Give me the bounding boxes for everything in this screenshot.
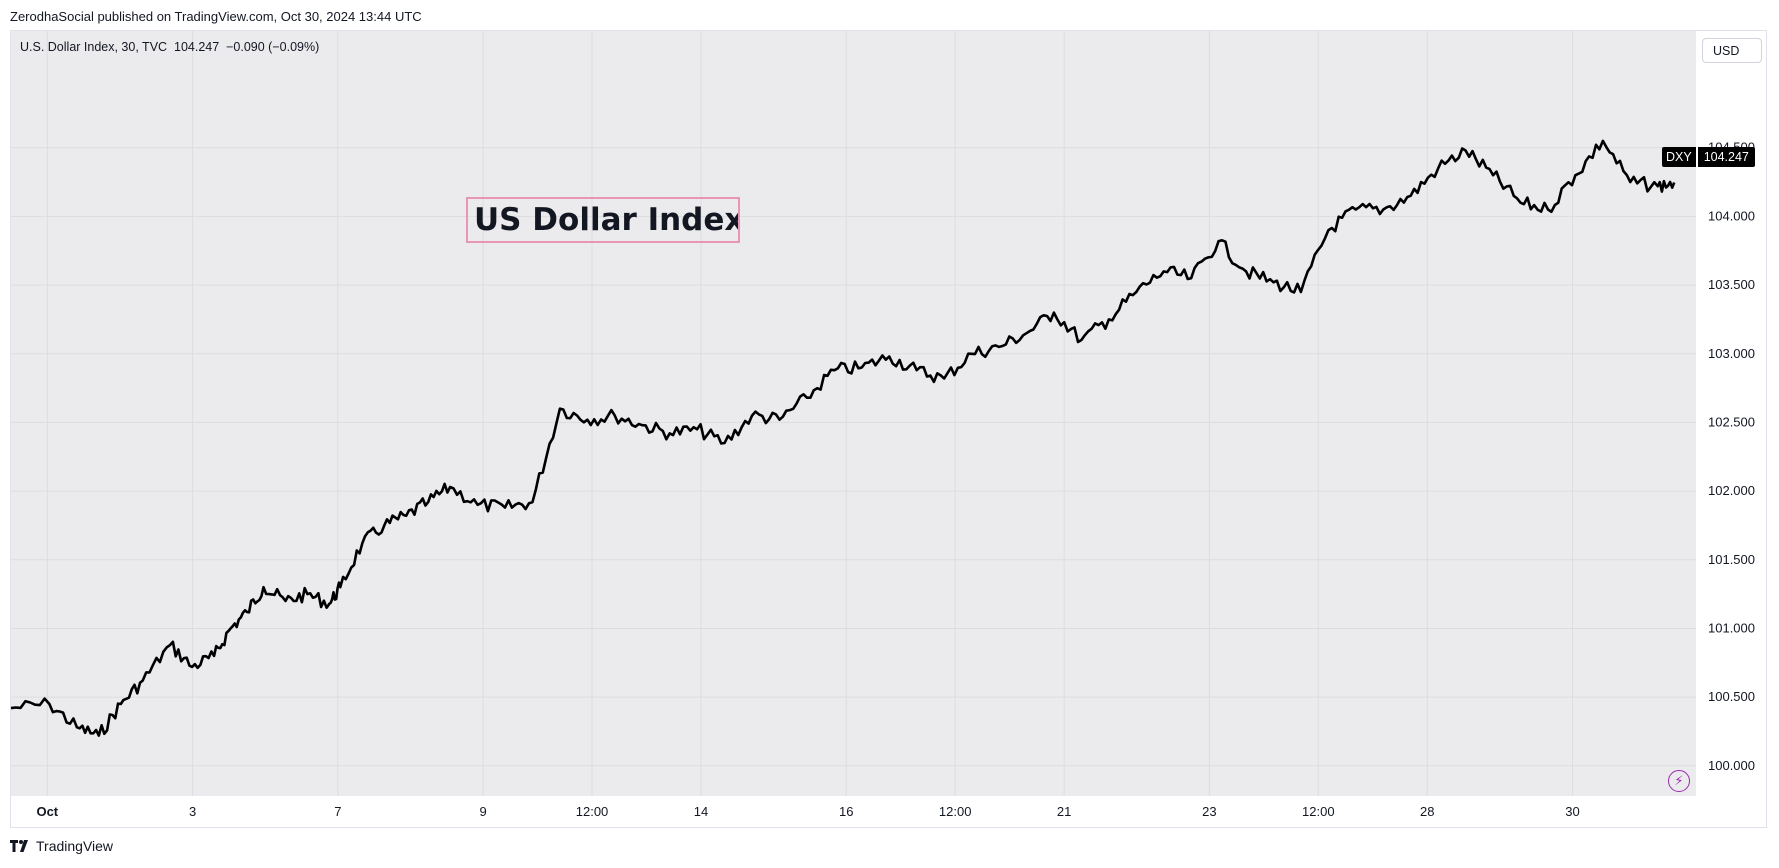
symbol-legend: U.S. Dollar Index, 30, TVC 104.247 −0.09…: [20, 40, 320, 54]
currency-button[interactable]: USD: [1702, 38, 1762, 63]
x-tick-label: 7: [334, 804, 341, 819]
x-tick-label: 21: [1057, 804, 1071, 819]
x-tick-label: 12:00: [1302, 804, 1335, 819]
x-tick-label: 23: [1202, 804, 1216, 819]
x-tick-label: Oct: [36, 804, 58, 819]
price-tag-value: 104.247: [1697, 147, 1755, 167]
tradingview-brand[interactable]: TradingView: [10, 838, 113, 854]
y-tick-label: 102.000: [1708, 483, 1755, 498]
series-line-dxy: [10, 139, 1676, 737]
x-tick-label: 14: [694, 804, 708, 819]
y-tick-label: 104.000: [1708, 208, 1755, 223]
grid-lines: [11, 31, 1696, 796]
x-tick-label: 9: [479, 804, 486, 819]
x-tick-label: 28: [1420, 804, 1434, 819]
x-tick-label: 3: [189, 804, 196, 819]
y-tick-label: 100.500: [1708, 689, 1755, 704]
x-tick-label: 12:00: [939, 804, 972, 819]
last-price-tag: DXY 104.247: [1662, 147, 1755, 167]
y-axis: 100.000 100.500 101.000 101.500 102.000 102.5…: [1708, 140, 1755, 773]
currency-label: USD: [1713, 43, 1740, 58]
y-tick-label: 103.000: [1708, 346, 1755, 361]
y-tick-label: 101.000: [1708, 620, 1755, 635]
y-tick-label: 101.500: [1708, 552, 1755, 567]
brand-name: TradingView: [36, 838, 114, 854]
lightning-icon[interactable]: ⚡: [1668, 770, 1690, 792]
publish-info: ZerodhaSocial published on TradingView.c…: [10, 9, 422, 24]
x-tick-label: 30: [1565, 804, 1579, 819]
x-tick-label: 16: [839, 804, 853, 819]
x-axis: Oct 3 7 9 12:00 14 16 12:00 21 23 12:00 28 30: [36, 804, 1579, 819]
price-tag-symbol: DXY: [1662, 147, 1696, 167]
plot-area[interactable]: [11, 31, 1696, 796]
y-tick-label: 102.500: [1708, 414, 1755, 429]
x-tick-label: 12:00: [576, 804, 609, 819]
tradingview-logo-icon: [10, 840, 28, 852]
text-annotation[interactable]: US Dollar Index: [466, 197, 740, 243]
series-layer: [10, 139, 1676, 737]
y-tick-label: 103.500: [1708, 277, 1755, 292]
y-tick-label: 100.000: [1708, 758, 1755, 773]
